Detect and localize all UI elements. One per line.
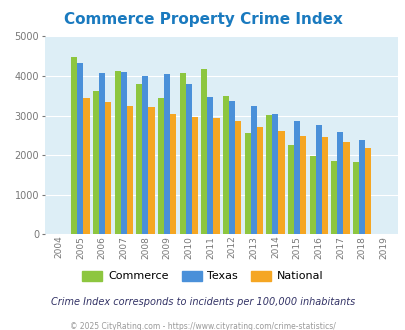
Bar [278,131,284,234]
Bar [234,121,241,234]
Bar [93,90,99,234]
Bar [228,101,234,234]
Bar [77,63,83,234]
Bar [120,72,126,234]
Bar [158,98,164,234]
Bar [142,76,148,234]
Bar [164,74,170,234]
Bar [250,106,256,234]
Bar [114,71,120,234]
Bar [244,133,250,234]
Bar [266,115,272,234]
Bar [213,118,219,234]
Bar [309,156,315,234]
Bar [364,148,370,234]
Bar [105,102,111,234]
Bar [126,106,132,234]
Bar [293,121,299,234]
Text: © 2025 CityRating.com - https://www.cityrating.com/crime-statistics/: © 2025 CityRating.com - https://www.city… [70,322,335,330]
Bar [185,84,191,234]
Text: Commerce Property Crime Index: Commerce Property Crime Index [64,12,341,26]
Bar [337,132,343,234]
Bar [207,97,213,234]
Bar [83,98,89,234]
Bar [352,162,358,234]
Bar [358,140,364,234]
Bar [179,73,185,234]
Bar [256,127,262,234]
Bar [191,117,197,234]
Bar [201,69,207,234]
Bar [299,136,305,234]
Bar [170,114,176,234]
Bar [71,57,77,234]
Bar [222,96,228,234]
Bar [287,145,293,234]
Bar [272,114,278,234]
Legend: Commerce, Texas, National: Commerce, Texas, National [78,266,327,286]
Bar [343,142,349,234]
Bar [148,107,154,234]
Bar [315,125,321,234]
Text: Crime Index corresponds to incidents per 100,000 inhabitants: Crime Index corresponds to incidents per… [51,297,354,307]
Bar [99,73,105,234]
Bar [330,161,337,234]
Bar [136,84,142,234]
Bar [321,137,327,234]
